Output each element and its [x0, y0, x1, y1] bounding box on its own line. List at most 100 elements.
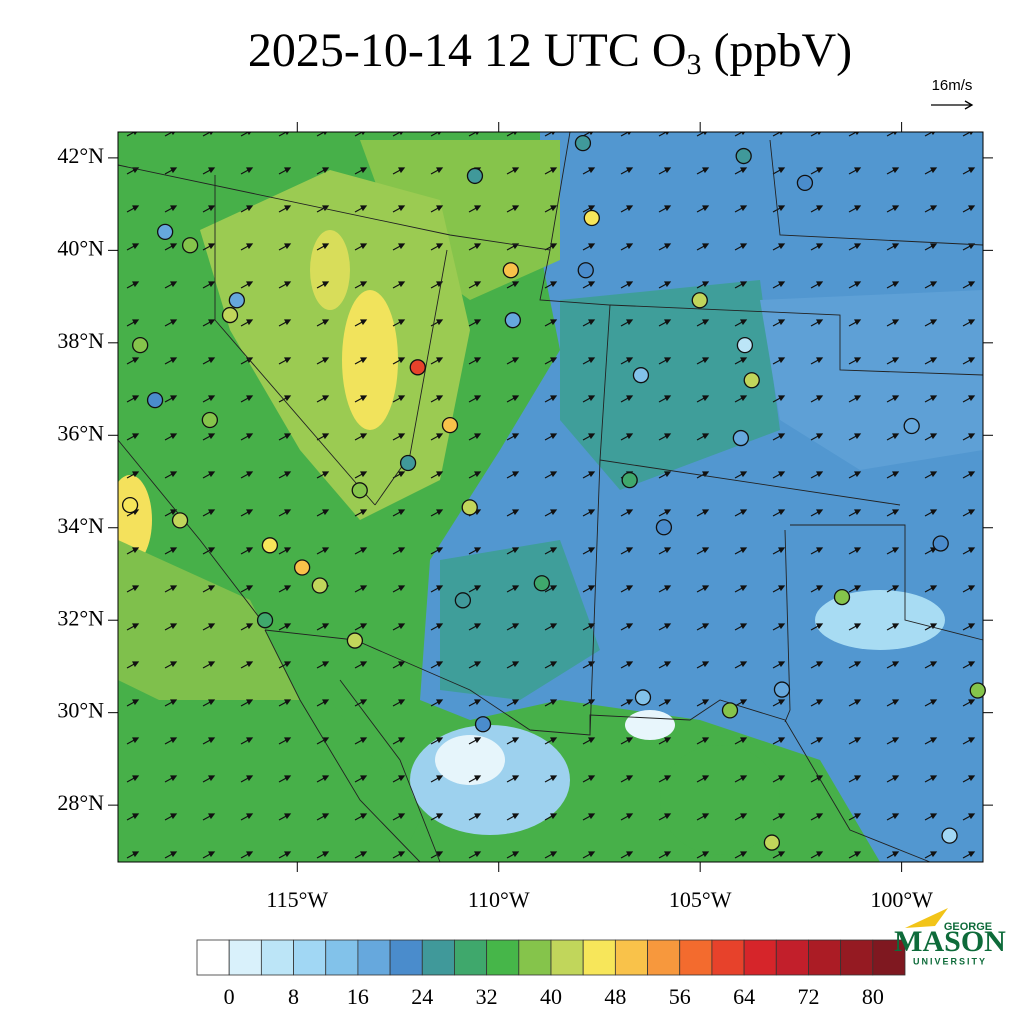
- title: 2025-10-14 12 UTC O3 (ppbV): [248, 24, 852, 81]
- x-tick-label: 115°W: [266, 887, 328, 912]
- y-tick-label: 28°N: [57, 790, 104, 815]
- station: [474, 716, 492, 733]
- station: [932, 535, 949, 552]
- station: [146, 391, 164, 409]
- colorbar-box: [840, 939, 874, 976]
- station: [221, 306, 239, 324]
- colorbar-box: [743, 939, 777, 976]
- x-tick-label: 110°W: [468, 887, 530, 912]
- colorbar-label: 0: [224, 984, 235, 1009]
- station: [441, 416, 459, 434]
- colorbar-label: 48: [604, 984, 626, 1009]
- colorbar-box: [228, 939, 262, 976]
- logo: GEORGE MASON UNIVERSITY: [894, 908, 1006, 966]
- station: [574, 134, 592, 152]
- colorbar-label: 64: [733, 984, 755, 1009]
- colorbar-label: 16: [347, 984, 369, 1009]
- station: [735, 147, 752, 165]
- station: [256, 612, 274, 629]
- y-tick-label: 30°N: [57, 698, 104, 723]
- colorbar-box: [389, 939, 423, 976]
- wind-reference-arrow: [931, 100, 974, 110]
- station: [634, 689, 652, 706]
- station: [533, 575, 550, 592]
- station: [504, 312, 521, 329]
- wind-reference-label: 16m/s: [932, 77, 973, 94]
- colorbar-label: 80: [862, 984, 884, 1009]
- station: [655, 519, 673, 536]
- station: [969, 682, 986, 699]
- colorbar-box: [711, 939, 745, 976]
- station: [228, 292, 246, 309]
- station: [171, 512, 189, 529]
- y-tick-label: 36°N: [57, 420, 104, 445]
- y-tick-label: 40°N: [57, 235, 104, 260]
- colorbar-box: [550, 939, 584, 976]
- colorbar-box: [679, 939, 713, 976]
- station: [743, 372, 760, 389]
- station: [454, 592, 472, 609]
- station: [721, 702, 739, 719]
- colorbar-box: [293, 939, 327, 976]
- ozone-field: [118, 132, 983, 862]
- colorbar-label: 24: [411, 984, 433, 1009]
- station: [461, 499, 478, 516]
- station: [399, 454, 417, 472]
- station: [346, 632, 364, 649]
- station: [466, 167, 484, 185]
- station: [691, 292, 708, 309]
- colorbar-box: [260, 939, 294, 976]
- colorbar-label: 56: [669, 984, 691, 1009]
- logo-top: GEORGE: [944, 921, 992, 933]
- colorbar-box: [518, 939, 552, 976]
- station: [261, 537, 279, 554]
- colorbar-box: [808, 939, 842, 976]
- x-tick-label: 105°W: [669, 887, 732, 912]
- colorbar-label: 32: [476, 984, 498, 1009]
- colorbar-box: [357, 939, 391, 976]
- station: [311, 577, 328, 594]
- station: [763, 834, 781, 851]
- colorbar-box: [486, 939, 520, 976]
- colorbar-box: [196, 939, 230, 976]
- station: [732, 429, 750, 447]
- y-tick-label: 38°N: [57, 328, 104, 353]
- station: [121, 496, 139, 514]
- colorbar-label: 8: [288, 984, 299, 1009]
- colorbar-label: 40: [540, 984, 562, 1009]
- station: [941, 827, 958, 844]
- station: [577, 262, 594, 279]
- map-frame: [117, 131, 984, 863]
- colorbar-box: [872, 939, 906, 976]
- y-tick-label: 42°N: [57, 143, 104, 168]
- logo-mark: [905, 908, 948, 928]
- station: [833, 588, 851, 606]
- station: [351, 482, 368, 499]
- station: [773, 681, 791, 698]
- boundaries: [117, 131, 984, 863]
- colorbar-box: [582, 939, 616, 976]
- station: [181, 237, 199, 254]
- colorbar-box: [614, 939, 648, 976]
- colorbar-box: [775, 939, 809, 976]
- station: [409, 359, 426, 376]
- x-tick-label: 100°W: [870, 887, 933, 912]
- station: [796, 174, 814, 192]
- station: [201, 411, 219, 429]
- logo-main: MASON: [894, 925, 1006, 958]
- station: [903, 417, 920, 435]
- y-tick-label: 34°N: [57, 513, 104, 538]
- station: [293, 559, 311, 576]
- station: [621, 471, 638, 489]
- colorbar-box: [647, 939, 681, 976]
- title-subscript: 3: [687, 48, 702, 81]
- station: [632, 367, 650, 384]
- station: [156, 223, 174, 241]
- logo-bottom: UNIVERSITY: [913, 956, 987, 966]
- title-suffix: (ppbV): [702, 24, 853, 77]
- station: [736, 336, 754, 354]
- station: [583, 209, 600, 227]
- station: [502, 262, 519, 279]
